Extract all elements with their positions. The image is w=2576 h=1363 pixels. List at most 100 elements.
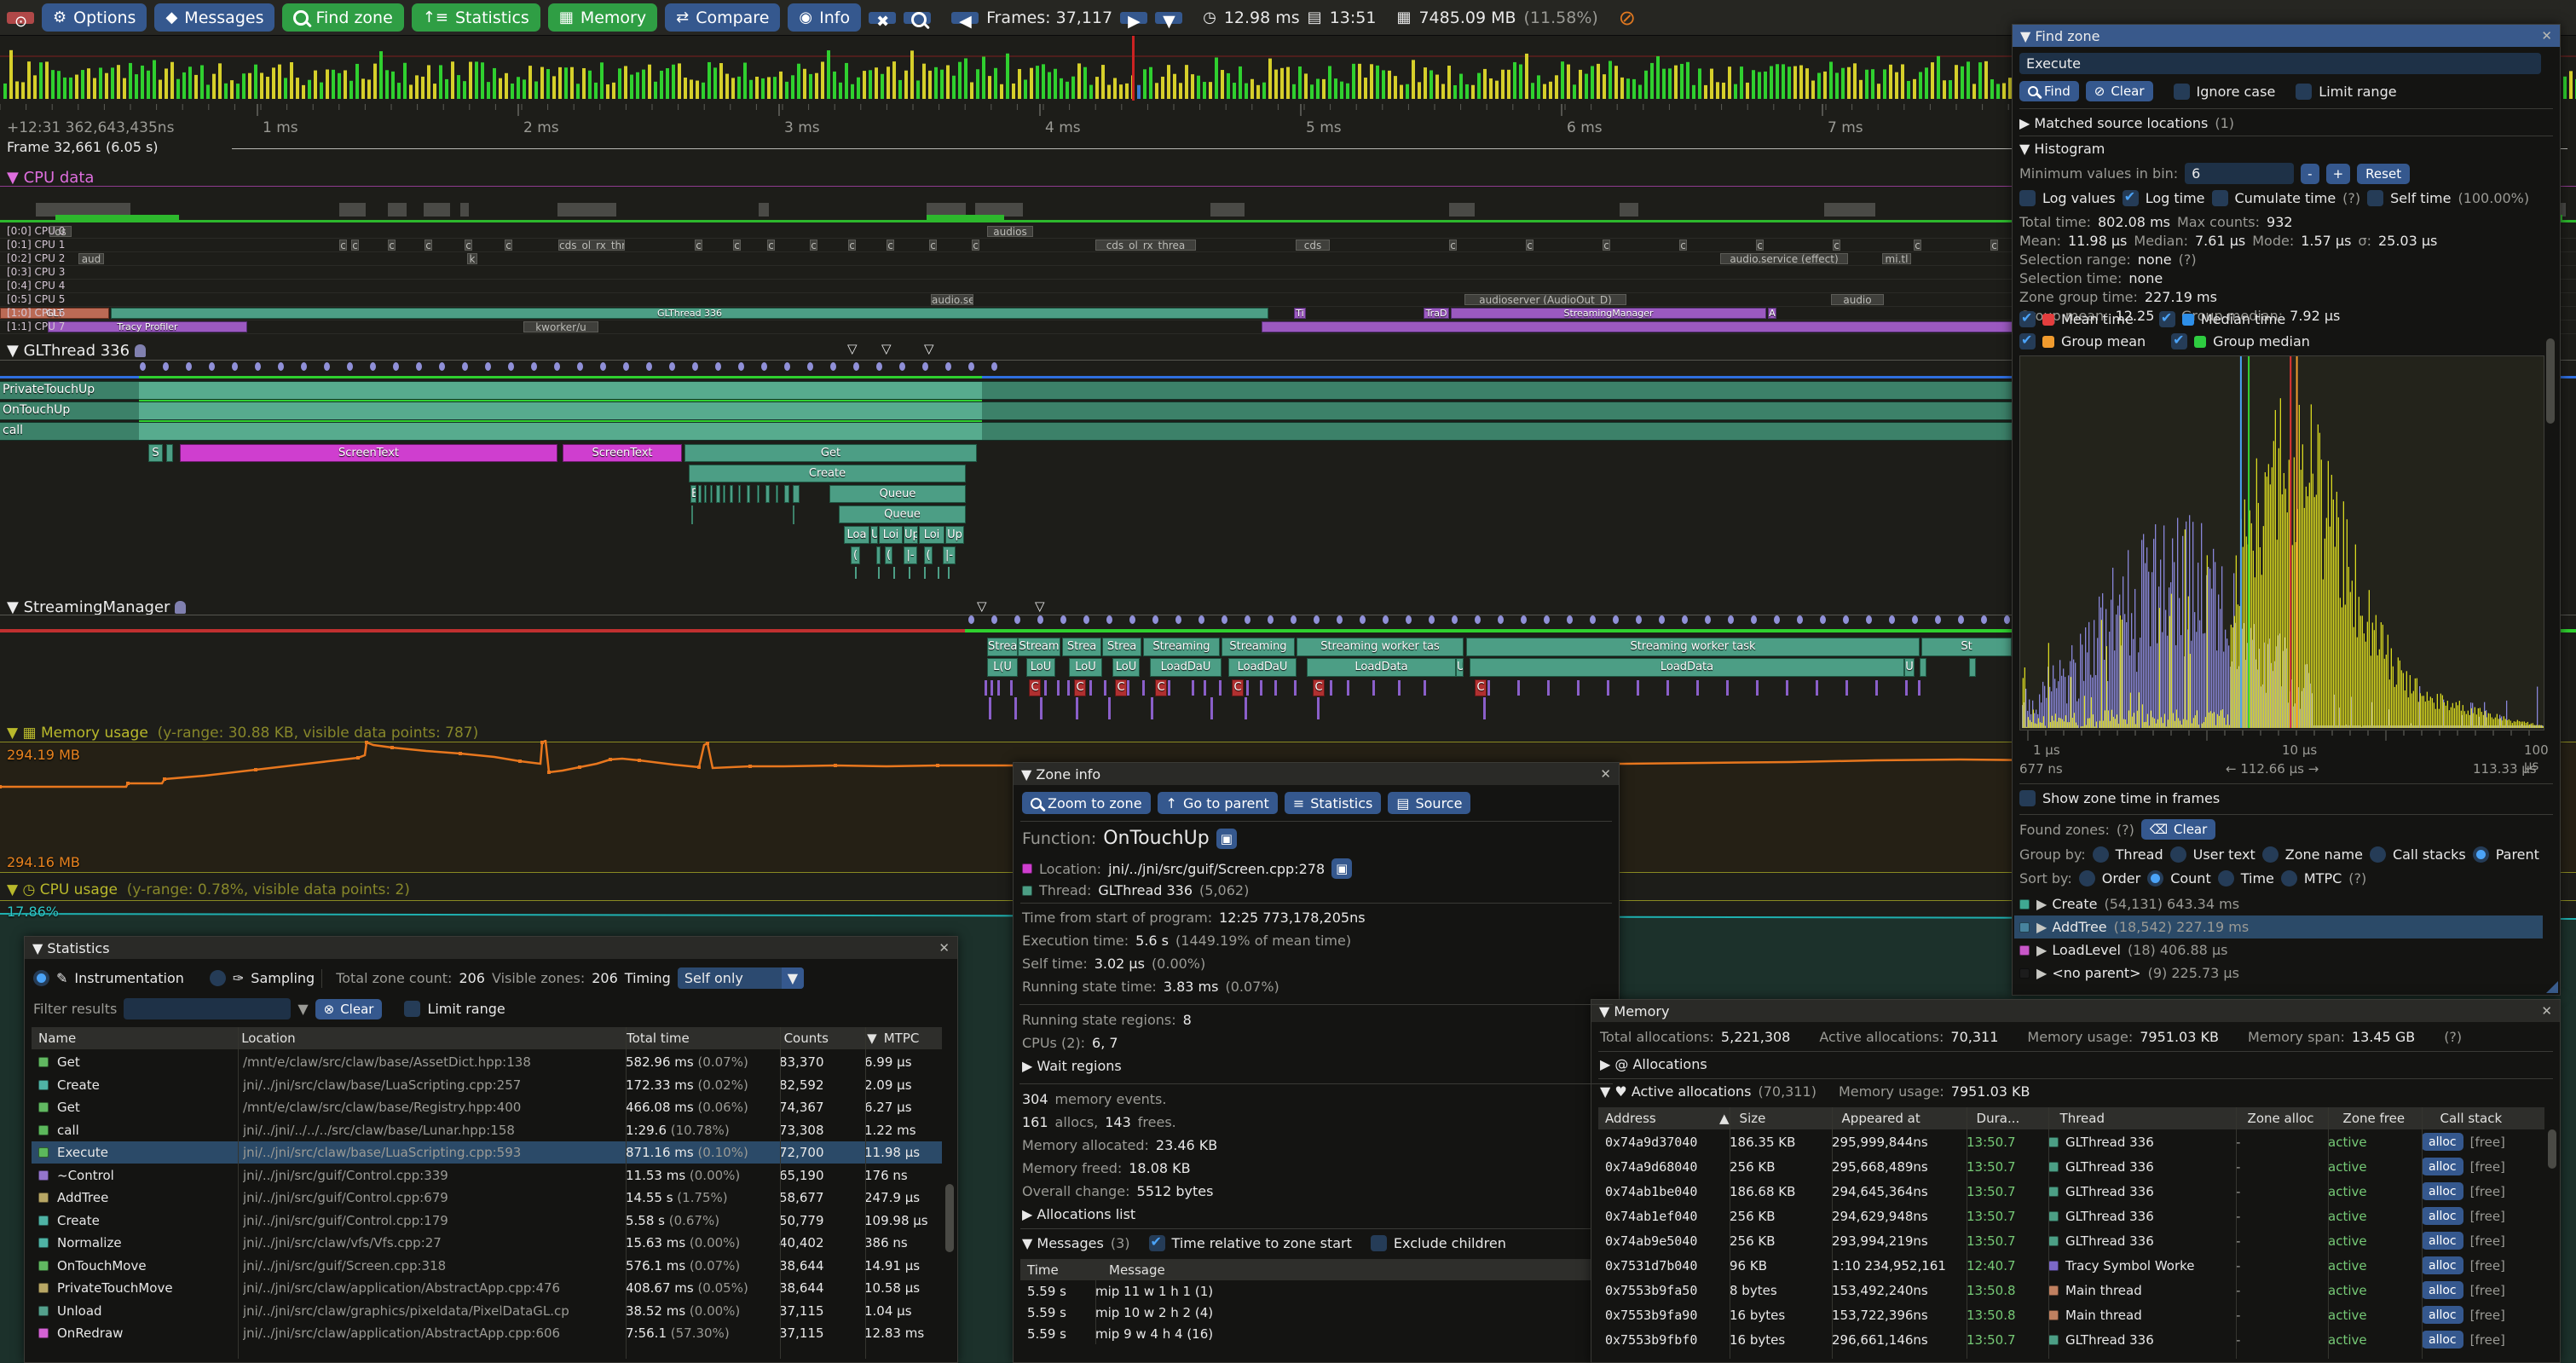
sm-zone[interactable]: Strea	[1102, 638, 1141, 656]
gl-zone[interactable]	[793, 485, 800, 503]
close-icon[interactable]: ✕	[2541, 28, 2552, 43]
allocation-row[interactable]: 0x74a9d68040 256 KB 295,668,489ns 13:50.7 GL…	[1605, 1158, 2505, 1175]
sample-dot[interactable]	[531, 362, 537, 371]
gl-zone[interactable]	[738, 485, 741, 503]
sample-dot[interactable]	[209, 362, 215, 371]
gl-zone[interactable]	[704, 485, 707, 503]
cpu-zone[interactable]: c	[1679, 240, 1687, 251]
filter-input[interactable]	[124, 998, 292, 1019]
sample-dot[interactable]	[1567, 615, 1573, 624]
streaming-header[interactable]: ▼ StreamingManager	[7, 598, 187, 616]
allocation-row[interactable]: 0x74ab1ef040 256 KB 294,629,948ns 13:50.7 GL…	[1605, 1207, 2505, 1225]
sample-dot[interactable]	[1268, 615, 1274, 624]
zone-info-titlebar[interactable]: ▼ Zone info ✕	[1014, 763, 1619, 785]
cpu-zone[interactable]: c	[388, 240, 396, 251]
self-time-checkbox[interactable]	[2367, 190, 2384, 206]
memory-button[interactable]: ▦ Memory	[547, 3, 658, 32]
sample-dot[interactable]	[1360, 615, 1366, 624]
sample-dot[interactable]	[991, 362, 997, 371]
sample-dot[interactable]	[1452, 615, 1458, 624]
find-zone-scrollbar[interactable]	[2546, 338, 2555, 424]
range-center[interactable]: ← 112.66 µs →	[2226, 761, 2319, 777]
sample-dot[interactable]	[1198, 615, 1204, 624]
sample-dot[interactable]	[1659, 615, 1665, 624]
gl-zone[interactable]	[166, 444, 173, 462]
sample-dot[interactable]	[1935, 615, 1941, 624]
gl-zone[interactable]: |-	[943, 546, 956, 564]
found-zone-row[interactable]: ▶ <no parent> (9) 225.73 µs	[2014, 962, 2543, 985]
minus-button[interactable]: -	[2301, 163, 2319, 184]
sm-zone[interactable]: Streaming worker tas	[1297, 638, 1464, 656]
sample-dot[interactable]	[1014, 615, 1020, 624]
gl-zone[interactable]	[710, 485, 713, 503]
reset-button[interactable]: Reset	[2357, 163, 2411, 184]
sm-crash-zone[interactable]: C	[1155, 679, 1167, 696]
go-to-parent-button[interactable]: ↑ Go to parent	[1157, 792, 1278, 814]
sample-dot[interactable]	[140, 362, 146, 371]
alloc-button[interactable]: alloc	[2422, 1182, 2463, 1200]
zone-statistics-button[interactable]: ≡ Statistics	[1284, 792, 1382, 814]
sample-dot[interactable]	[1429, 615, 1435, 624]
allocations-section[interactable]: ▶ @ Allocations	[1600, 1056, 1707, 1072]
sm-zone[interactable]: U	[1904, 658, 1915, 677]
cpu-zone[interactable]: c	[887, 240, 894, 251]
sample-dot[interactable]	[1590, 615, 1596, 624]
cpu-zone[interactable]: c	[695, 240, 702, 251]
gl-zone[interactable]: Loi	[879, 526, 903, 544]
message-marker-icon[interactable]: ▽	[881, 341, 892, 356]
gl-zone[interactable]: (	[885, 546, 892, 564]
cpu-zone[interactable]: c	[810, 240, 817, 251]
sample-dot[interactable]	[1544, 615, 1550, 624]
sample-dot[interactable]	[968, 615, 974, 624]
gl-zone[interactable]: ScreenText	[563, 444, 682, 462]
ghost-zones-icon[interactable]	[134, 344, 146, 357]
cpu-zone[interactable]: c	[929, 240, 937, 251]
funnel-icon[interactable]: ▼	[297, 1001, 309, 1017]
memory-table-header[interactable]: Address ▲ Size Appeared at Dura... Thread…	[1598, 1107, 2544, 1129]
gl-zone[interactable]: Create	[689, 465, 966, 482]
gl-zone[interactable]	[765, 485, 770, 503]
ghost-zones-icon[interactable]	[175, 601, 187, 614]
sample-dot[interactable]	[669, 362, 675, 371]
gl-zone[interactable]: |-	[904, 546, 917, 564]
sort-by-radio[interactable]	[2217, 870, 2234, 887]
gl-zone[interactable]: Up	[904, 526, 918, 544]
sample-dot[interactable]	[508, 362, 514, 371]
statistics-titlebar[interactable]: ▼ Statistics ✕	[25, 937, 957, 959]
sample-dot[interactable]	[1106, 615, 1112, 624]
cpu-zone[interactable]: c	[339, 240, 347, 251]
tools-button[interactable]: ✖	[869, 11, 897, 29]
group-by-radio[interactable]	[2369, 846, 2386, 863]
cpu-zone[interactable]: c	[505, 240, 512, 251]
gl-zone[interactable]	[876, 546, 881, 564]
sample-dot[interactable]	[1981, 615, 1987, 624]
sample-dot[interactable]	[876, 362, 882, 371]
sample-dot[interactable]	[393, 362, 399, 371]
sm-crash-zone[interactable]: C	[1074, 679, 1086, 696]
cpu-zone[interactable]: kworker/u	[523, 321, 598, 332]
sample-dot[interactable]	[1889, 615, 1895, 624]
cpu-zone[interactable]: Ti	[1294, 308, 1306, 319]
cpu-zone[interactable]: cds_ol_rx_thr	[558, 240, 625, 251]
sm-zone[interactable]: Streaming	[1143, 638, 1220, 656]
alloc-button[interactable]: alloc	[2422, 1331, 2463, 1349]
found-zone-row[interactable]: ▶ Create (54,131) 643.34 ms	[2014, 892, 2543, 915]
cpu-zone[interactable]: audio.service (effect)	[1720, 253, 1848, 264]
sample-dot[interactable]	[1314, 615, 1320, 624]
sm-zone[interactable]: L(U	[987, 658, 1018, 677]
sort-by-radio[interactable]	[2147, 870, 2164, 887]
gl-zone[interactable]: S	[148, 444, 163, 462]
close-icon[interactable]: ✕	[939, 940, 950, 956]
memory-usage-header[interactable]: ▼ ▦ Memory usage (y-range: 30.88 KB, vis…	[7, 725, 479, 742]
sample-dot[interactable]	[853, 362, 859, 371]
message-marker-icon[interactable]: ▽	[924, 341, 934, 356]
table-row[interactable]: OnRedraw jni/../jni/src/claw/application/…	[32, 1322, 942, 1344]
sample-dot[interactable]	[416, 362, 422, 371]
alloc-button[interactable]: alloc	[2422, 1207, 2463, 1225]
allocation-row[interactable]: 0x74a9d37040 186.35 KB 295,999,844ns 13:50.…	[1605, 1133, 2505, 1151]
memory-scrollbar[interactable]	[2548, 1129, 2556, 1169]
sample-dot[interactable]	[968, 362, 974, 371]
exclude-children-checkbox[interactable]	[1370, 1235, 1387, 1251]
table-row[interactable]: OnTouchMove jni/../jni/src/guif/Screen.cp…	[32, 1255, 942, 1277]
cpu-zone[interactable]: cds_ol_rx_threa	[1095, 240, 1196, 251]
